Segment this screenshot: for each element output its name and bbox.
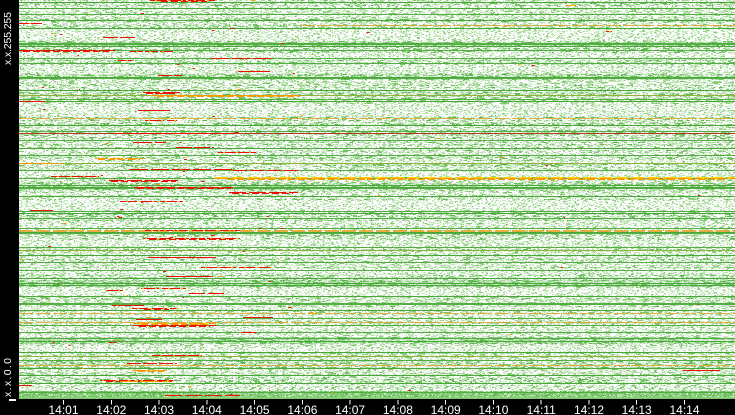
svg-text:14:04: 14:04: [192, 403, 222, 415]
svg-text:14:02: 14:02: [96, 403, 126, 415]
svg-text:14:12: 14:12: [574, 403, 604, 415]
svg-text:14:03: 14:03: [144, 403, 174, 415]
svg-text:14:06: 14:06: [287, 403, 317, 415]
svg-text:14:05: 14:05: [240, 403, 270, 415]
svg-text:x.x.255.255: x.x.255.255: [2, 12, 14, 65]
svg-text:14:13: 14:13: [622, 403, 652, 415]
svg-text:14:08: 14:08: [383, 403, 413, 415]
svg-text:14:11: 14:11: [527, 403, 556, 415]
svg-text:14:10: 14:10: [478, 403, 508, 415]
svg-text:14:01: 14:01: [48, 403, 78, 415]
svg-text:x.x.0.0: x.x.0.0: [2, 358, 14, 397]
svg-text:14:14: 14:14: [669, 403, 699, 415]
svg-text:14:09: 14:09: [431, 403, 461, 415]
svg-text:14:07: 14:07: [335, 403, 365, 415]
